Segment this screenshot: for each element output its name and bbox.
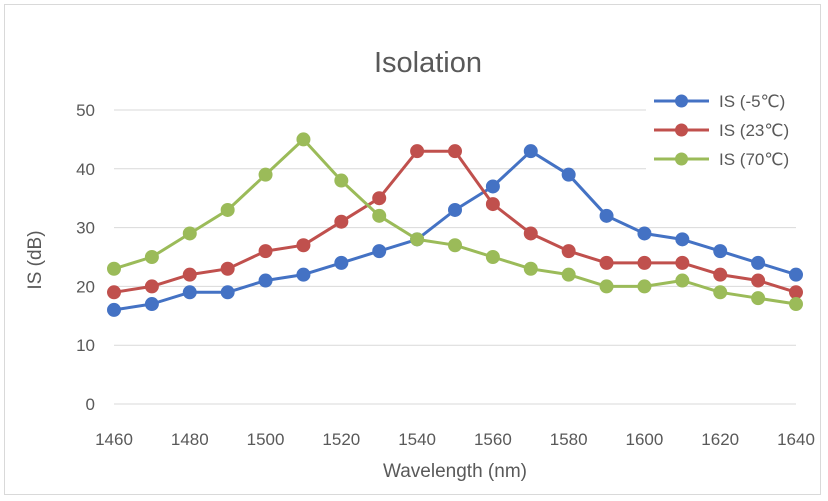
legend-item: IS (70℃) — [654, 150, 789, 169]
legend-label: IS (-5℃) — [719, 92, 785, 111]
data-point — [789, 297, 803, 312]
y-tick-label: 30 — [76, 219, 95, 238]
data-point — [561, 244, 576, 259]
y-tick-label: 0 — [86, 395, 95, 414]
data-point — [182, 226, 197, 241]
data-point — [523, 144, 538, 159]
data-point — [448, 238, 462, 253]
data-point — [258, 244, 273, 259]
legend-marker — [675, 152, 688, 166]
series-lines — [107, 132, 803, 317]
data-point — [372, 208, 387, 223]
data-point — [334, 214, 349, 229]
x-tick-label: 1540 — [398, 430, 436, 449]
series-1 — [107, 144, 803, 317]
data-point — [220, 261, 235, 276]
data-point — [296, 267, 311, 282]
legend-marker — [675, 123, 688, 137]
data-point — [448, 202, 462, 217]
chart-title: Isolation — [374, 47, 482, 79]
data-point — [334, 173, 349, 188]
data-point — [789, 285, 803, 300]
legend-label: IS (70℃) — [719, 150, 789, 169]
x-axis-label: Wavelength (nm) — [383, 461, 527, 482]
x-tick-label: 1580 — [550, 430, 588, 449]
legend-marker — [675, 94, 688, 108]
series-2 — [107, 144, 803, 300]
x-tick-labels: 1460 1480 1500 1520 1540 1560 1580 1600 1620 1640 — [95, 430, 815, 449]
data-point — [523, 261, 538, 276]
x-tick-label: 1560 — [474, 430, 512, 449]
data-point — [485, 197, 500, 212]
y-tick-label: 40 — [76, 160, 95, 179]
data-point — [144, 250, 159, 264]
data-point — [675, 255, 690, 270]
series-3 — [107, 132, 803, 312]
data-point — [599, 255, 614, 270]
x-tick-label: 1480 — [171, 430, 209, 449]
legend-item: IS (-5℃) — [654, 92, 785, 111]
data-point — [485, 179, 500, 194]
x-tick-label: 1460 — [95, 430, 133, 449]
data-point — [485, 250, 500, 264]
data-point — [258, 273, 273, 288]
y-tick-label: 20 — [76, 277, 95, 296]
data-point — [713, 267, 728, 282]
y-axis-label: IS (dB) — [25, 230, 46, 289]
data-point — [599, 208, 614, 223]
data-point — [258, 167, 273, 182]
data-point — [334, 255, 349, 270]
data-point — [637, 255, 652, 270]
data-point — [561, 167, 576, 182]
data-point — [561, 267, 576, 282]
x-tick-label: 1640 — [777, 430, 815, 449]
data-point — [523, 226, 538, 241]
x-tick-label: 1520 — [322, 430, 360, 449]
y-tick-labels: 0 10 20 30 40 50 — [76, 101, 95, 414]
x-tick-label: 1620 — [701, 430, 739, 449]
data-point — [789, 267, 803, 282]
data-point — [107, 285, 121, 300]
data-point — [751, 291, 766, 306]
data-point — [713, 244, 728, 259]
data-point — [182, 267, 197, 282]
data-point — [296, 238, 311, 253]
legend: IS (-5℃) IS (23℃) IS (70℃) — [646, 83, 816, 183]
data-point — [637, 279, 652, 294]
legend-item: IS (23℃) — [654, 121, 789, 140]
data-point — [107, 261, 121, 276]
legend-label: IS (23℃) — [719, 121, 789, 140]
data-point — [220, 202, 235, 217]
data-point — [220, 285, 235, 300]
data-point — [372, 244, 387, 259]
data-point — [182, 285, 197, 300]
data-point — [372, 191, 387, 206]
data-point — [751, 255, 766, 270]
data-point — [675, 232, 690, 247]
data-point — [144, 279, 159, 294]
data-point — [637, 226, 652, 241]
data-point — [410, 232, 425, 247]
data-point — [107, 302, 121, 317]
data-point — [448, 144, 462, 159]
x-tick-label: 1600 — [626, 430, 664, 449]
data-point — [675, 273, 690, 288]
data-point — [713, 285, 728, 300]
y-tick-label: 50 — [76, 101, 95, 120]
x-tick-label: 1500 — [247, 430, 285, 449]
data-point — [751, 273, 766, 288]
data-point — [599, 279, 614, 294]
data-point — [144, 297, 159, 312]
y-tick-label: 10 — [76, 336, 95, 355]
data-point — [410, 144, 425, 159]
data-point — [296, 132, 311, 147]
